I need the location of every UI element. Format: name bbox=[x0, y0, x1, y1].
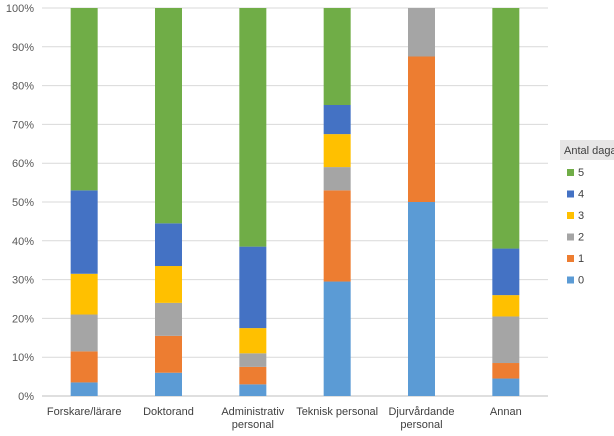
bar-segment-3 bbox=[155, 266, 182, 303]
bar-segment-1 bbox=[155, 335, 182, 373]
bar-segment-2 bbox=[323, 167, 351, 191]
bar-segment-4 bbox=[323, 105, 351, 135]
x-axis: Forskare/lärare Doktorand Administrativper… bbox=[47, 406, 522, 431]
bar-segment-5 bbox=[323, 8, 351, 105]
bar-segment-1 bbox=[408, 56, 435, 202]
x-category-label: Teknisk personal bbox=[296, 406, 378, 418]
legend-label-5[interactable]: 5 bbox=[578, 167, 584, 179]
y-tick-label: 10% bbox=[12, 352, 34, 364]
legend-swatch-4[interactable] bbox=[567, 190, 574, 198]
legend-label-2[interactable]: 2 bbox=[578, 232, 584, 244]
bar-segment-3 bbox=[492, 295, 520, 317]
y-axis: 0% 10% 20% 30% 40% 50% 60% 70% 80% 90% 100% bbox=[6, 3, 34, 403]
bar-segment-5 bbox=[70, 8, 98, 191]
bar-segment-0 bbox=[323, 281, 351, 396]
gridlines bbox=[42, 7, 548, 397]
x-category-label: personal bbox=[232, 419, 274, 431]
bar-segment-3 bbox=[239, 328, 267, 354]
bar-segment-1 bbox=[239, 366, 267, 385]
legend-swatch-1[interactable] bbox=[567, 255, 574, 262]
bars bbox=[70, 8, 520, 396]
x-category-label: personal bbox=[400, 419, 442, 431]
y-tick-label: 20% bbox=[12, 313, 34, 325]
bar-segment-2 bbox=[408, 8, 435, 57]
bar-segment-4 bbox=[70, 190, 98, 274]
legend-swatch-0[interactable] bbox=[567, 276, 574, 284]
bar-segment-5 bbox=[492, 8, 520, 249]
y-tick-label: 40% bbox=[12, 236, 34, 248]
legend-title: Antal dagar bbox=[564, 145, 614, 157]
legend-label-0[interactable]: 0 bbox=[578, 275, 584, 287]
bar-segment-5 bbox=[155, 8, 182, 224]
legend-title-background bbox=[560, 140, 614, 160]
bar-segment-0 bbox=[70, 382, 98, 396]
bar-segment-4 bbox=[239, 246, 267, 329]
bar-segment-1 bbox=[70, 351, 98, 383]
x-category-label: Doktorand bbox=[143, 406, 194, 418]
legend[interactable]: Antal dagar 5 4 3 2 1 0 bbox=[560, 140, 614, 287]
y-tick-label: 30% bbox=[12, 275, 34, 287]
legend-label-3[interactable]: 3 bbox=[578, 210, 584, 222]
x-category-label: Administrativ bbox=[221, 406, 284, 418]
bar-segment-2 bbox=[70, 314, 98, 352]
bar-segment-3 bbox=[323, 134, 351, 168]
legend-swatch-2[interactable] bbox=[567, 233, 574, 241]
y-tick-label: 70% bbox=[12, 119, 34, 131]
legend-swatch-3[interactable] bbox=[567, 212, 574, 219]
legend-swatch-5[interactable] bbox=[567, 169, 574, 176]
y-tick-label: 0% bbox=[18, 391, 34, 403]
y-tick-label: 80% bbox=[12, 81, 34, 93]
bar-segment-0 bbox=[155, 372, 182, 396]
y-tick-label: 90% bbox=[12, 42, 34, 54]
bar-segment-5 bbox=[239, 8, 267, 247]
x-category-label: Djurvårdande bbox=[388, 406, 454, 418]
bar-segment-0 bbox=[408, 202, 435, 396]
bar-segment-2 bbox=[492, 316, 520, 364]
bar-segment-0 bbox=[239, 384, 267, 396]
bar-segment-1 bbox=[323, 190, 351, 282]
bar-segment-4 bbox=[492, 248, 520, 296]
bar-segment-2 bbox=[155, 302, 182, 336]
bar-segment-2 bbox=[239, 353, 267, 367]
legend-label-4[interactable]: 4 bbox=[578, 189, 584, 201]
x-category-label: Forskare/lärare bbox=[47, 406, 122, 418]
bar-segment-1 bbox=[492, 363, 520, 379]
y-tick-label: 100% bbox=[6, 3, 34, 15]
y-tick-label: 50% bbox=[12, 197, 34, 209]
x-category-label: Annan bbox=[490, 406, 522, 418]
bar-segment-3 bbox=[70, 273, 98, 315]
bar-segment-0 bbox=[492, 378, 520, 396]
bar-segment-4 bbox=[155, 223, 182, 267]
legend-label-1[interactable]: 1 bbox=[578, 253, 584, 265]
y-tick-label: 60% bbox=[12, 158, 34, 170]
